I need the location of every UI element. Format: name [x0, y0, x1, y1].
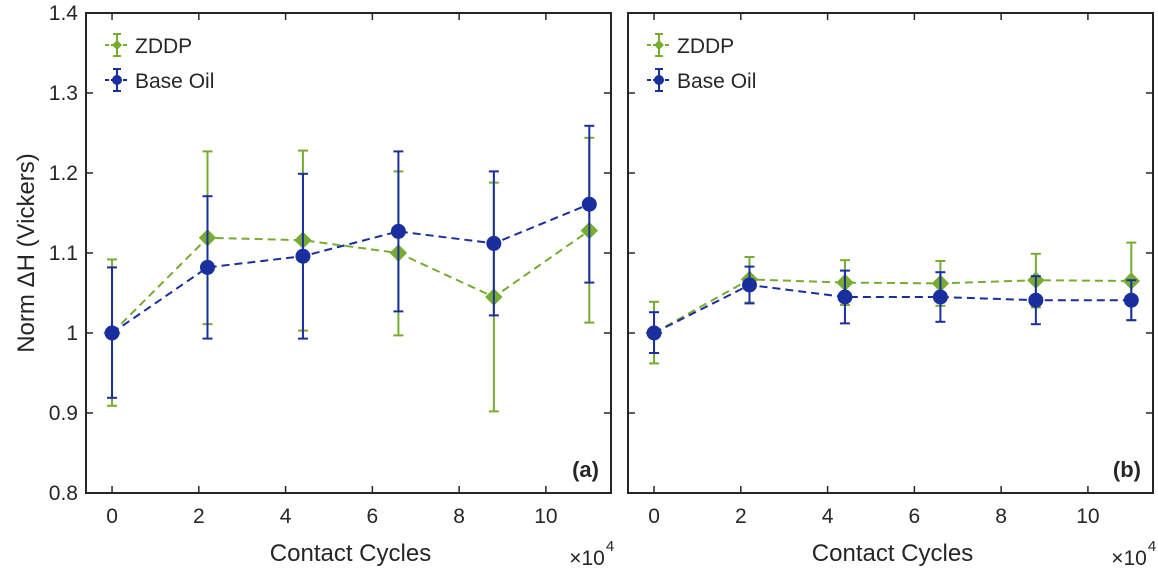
series-base-oil [104, 124, 597, 399]
x-tick-label: 0 [106, 505, 118, 528]
x-tick-label: 2 [735, 505, 747, 528]
legend: ZDDP Base Oil [105, 33, 214, 93]
data-point [295, 248, 311, 264]
legend-label: ZDDP [677, 35, 734, 58]
x-axis-label: Contact Cycles [812, 540, 973, 567]
data-point [199, 259, 215, 275]
x-axis-exponent-power: 4 [606, 538, 614, 555]
panel-label: (a) [572, 457, 599, 482]
legend-label: Base Oil [135, 70, 214, 93]
y-tick-label: 0.8 [49, 482, 78, 505]
data-point [104, 325, 120, 341]
y-axis-label: Norm ΔH (Vickers) [13, 153, 40, 353]
data-point [1123, 292, 1139, 308]
series-line [111, 229, 590, 334]
x-tick-label: 10 [1076, 505, 1099, 528]
x-tick-label: 6 [367, 505, 379, 528]
legend: ZDDP Base Oil [647, 33, 756, 93]
x-axis-exponent: ×10 [1111, 547, 1147, 570]
series-line [111, 203, 590, 334]
series-line [653, 283, 1132, 334]
legend-marker [112, 75, 122, 85]
data-point [581, 196, 597, 212]
x-tick-label: 4 [280, 505, 292, 528]
y-tick-label: 1 [66, 322, 78, 345]
series-base-oil [646, 265, 1139, 354]
x-tick-label: 8 [995, 505, 1007, 528]
data-point [390, 223, 406, 239]
x-tick-label: 0 [648, 505, 660, 528]
y-tick-label: 1.4 [49, 2, 79, 25]
series-zddp [103, 136, 599, 413]
x-axis-label: Contact Cycles [270, 540, 431, 567]
legend-marker [654, 40, 664, 50]
data-point [1028, 292, 1044, 308]
data-point [741, 277, 757, 293]
data-point [486, 235, 502, 251]
y-tick-label: 0.9 [49, 402, 78, 425]
y-tick-label: 1.3 [49, 82, 78, 105]
series-line [653, 278, 1132, 334]
x-tick-label: 2 [193, 505, 205, 528]
x-axis-exponent-power: 4 [1148, 538, 1156, 555]
x-tick-label: 8 [453, 505, 465, 528]
legend-label: ZDDP [135, 35, 192, 58]
legend-label: Base Oil [677, 70, 756, 93]
y-tick-label: 1.2 [49, 162, 78, 185]
data-point [837, 289, 853, 305]
data-point [932, 289, 948, 305]
y-tick-label: 1.1 [49, 242, 78, 265]
legend-marker [654, 75, 664, 85]
panel-a: 0 2 4 6 8 10 0.8 0.9 1 1.1 1.2 1.3 1.4 Contact Cycles… [49, 2, 614, 570]
legend-marker [112, 40, 122, 50]
x-tick-label: 10 [534, 505, 557, 528]
x-tick-label: 6 [909, 505, 921, 528]
x-axis-exponent: ×10 [569, 547, 605, 570]
series-zddp [645, 241, 1141, 365]
x-tick-label: 4 [822, 505, 834, 528]
panel-label: (b) [1113, 457, 1141, 482]
data-point [646, 325, 662, 341]
